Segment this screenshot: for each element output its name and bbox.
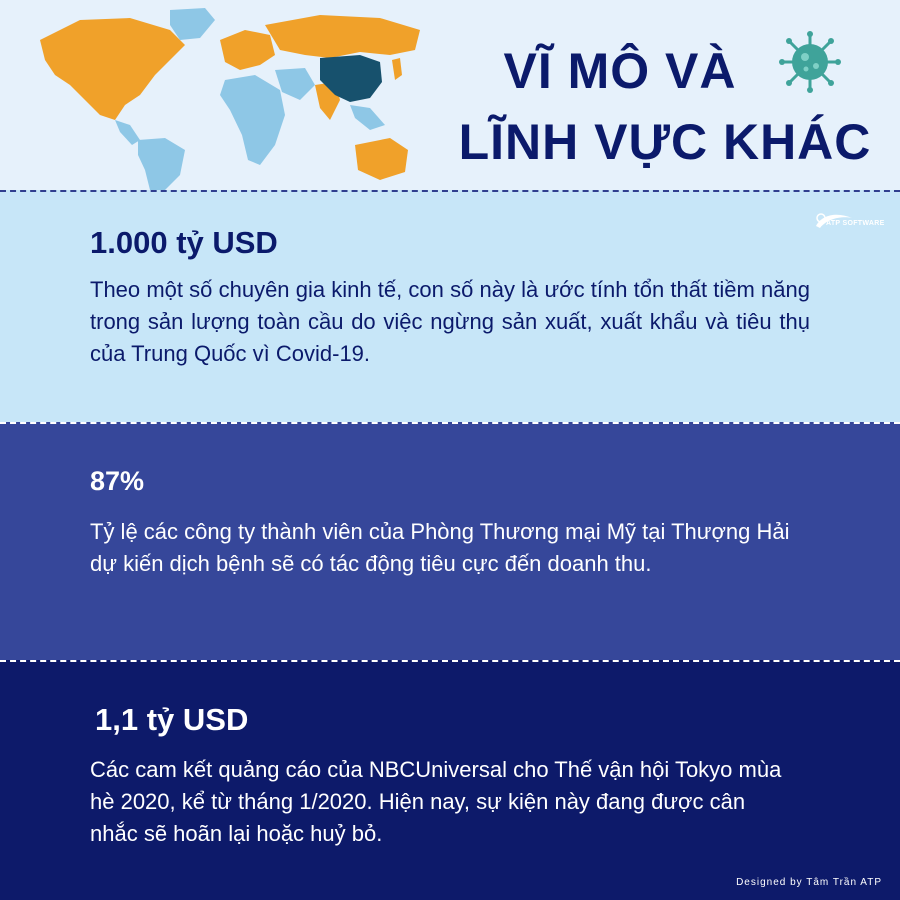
header: VĨ MÔ VÀ LĨNH VỰC KHÁC [0, 0, 900, 190]
world-map-icon [40, 8, 420, 190]
logo-text: ATP SOFTWARE [826, 220, 885, 227]
title-line-1: VĨ MÔ VÀ [503, 43, 737, 99]
stat-section-3: 1,1 tỷ USD Các cam kết quảng cáo của NBC… [0, 660, 900, 900]
title-line-2: LĨNH VỰC KHÁC [458, 114, 872, 170]
stat-section-2: 87% Tỷ lệ các công ty thành viên của Phò… [0, 422, 900, 660]
stat-description: Theo một số chuyên gia kinh tế, con số n… [90, 277, 810, 366]
stat-value: 1.000 tỷ USD [90, 225, 278, 260]
virus-icon [779, 31, 841, 93]
stat-value: 87% [90, 466, 145, 496]
stat-section-1: ATP SOFTWARE 1.000 tỷ USD Theo một số ch… [0, 190, 900, 422]
stat-description: Các cam kết quảng cáo của NBCUniversal c… [90, 757, 782, 846]
atp-software-logo: ATP SOFTWARE [812, 208, 884, 240]
stat-value: 1,1 tỷ USD [95, 702, 249, 737]
designer-credit: Designed by Tâm Trần ATP [736, 877, 882, 888]
stat-description: Tỷ lệ các công ty thành viên của Phòng T… [90, 519, 790, 576]
